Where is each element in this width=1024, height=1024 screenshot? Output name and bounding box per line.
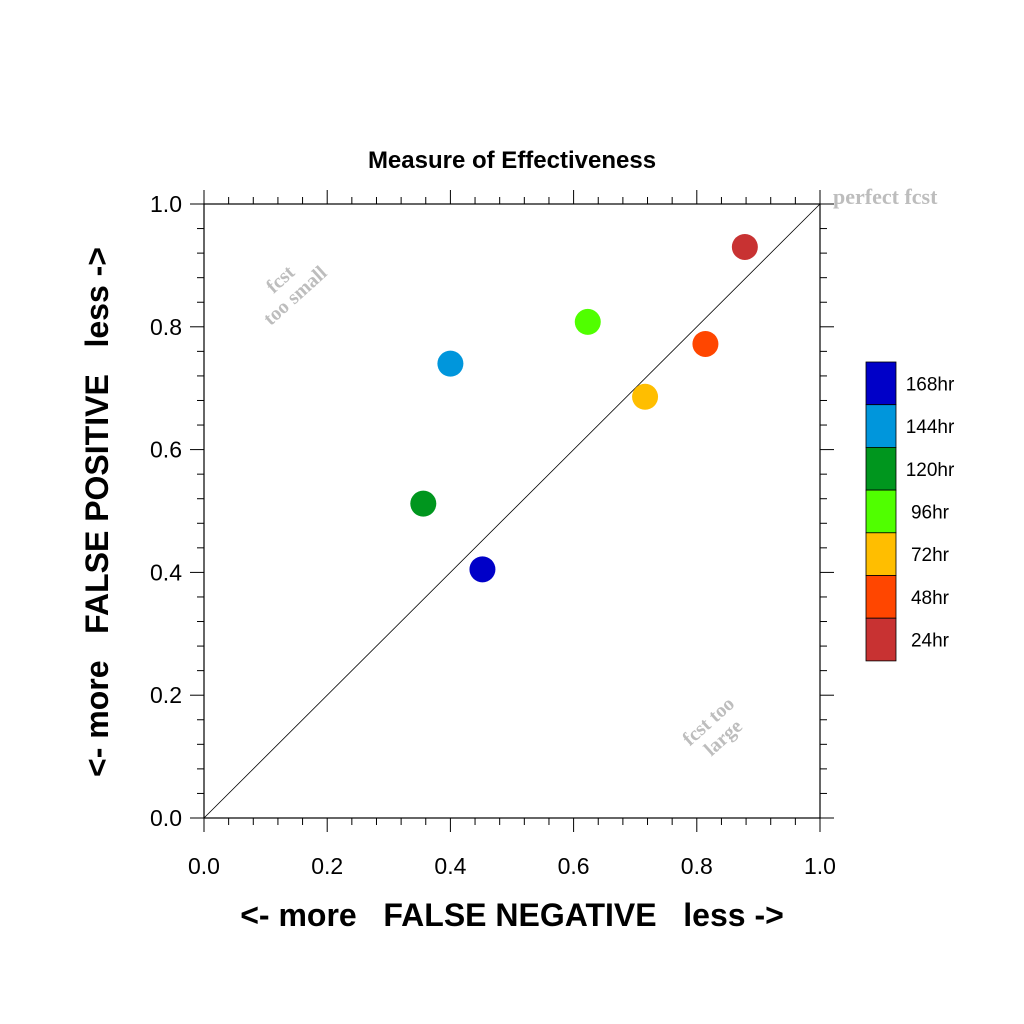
data-point-96hr xyxy=(574,308,601,335)
legend-swatch-120hr xyxy=(865,446,897,491)
legend-swatch-168hr xyxy=(865,361,897,406)
x-tick-label: 0.2 xyxy=(311,853,343,879)
data-point-120hr xyxy=(410,490,437,517)
data-point-24hr xyxy=(731,233,758,260)
legend-label-48hr: 48hr xyxy=(911,588,950,609)
data-point-144hr xyxy=(437,350,464,377)
annotation-fcst-too-small: fcst too small xyxy=(259,261,331,330)
plot-frame xyxy=(203,203,821,819)
annotation-perfect-fcst: perfect fcst xyxy=(833,184,938,209)
legend-label-144hr: 144hr xyxy=(906,417,955,438)
legend-label-96hr: 96hr xyxy=(911,502,950,523)
data-point-168hr xyxy=(469,556,496,583)
chart-title: Measure of Effectiveness xyxy=(368,147,656,174)
y-tick-label: 1.0 xyxy=(150,191,182,217)
x-tick-label: 0.4 xyxy=(434,853,466,879)
legend-label-168hr: 168hr xyxy=(906,374,955,395)
data-point-48hr xyxy=(692,330,719,357)
legend-label-72hr: 72hr xyxy=(911,545,950,566)
x-tick-label: 0.0 xyxy=(188,853,220,879)
data-point-72hr xyxy=(632,383,659,410)
y-tick-label: 0.8 xyxy=(150,314,182,340)
legend-label-120hr: 120hr xyxy=(906,460,955,481)
x-tick-label: 1.0 xyxy=(804,853,836,879)
x-axis-label: <- more FALSE NEGATIVE less -> xyxy=(240,897,784,933)
y-axis-label: <- more FALSE POSITIVE less -> xyxy=(79,247,115,777)
legend-swatch-48hr xyxy=(865,575,897,619)
y-tick-label: 0.0 xyxy=(150,805,182,831)
legend-label-24hr: 24hr xyxy=(911,631,950,652)
legend-swatch-96hr xyxy=(865,489,897,534)
y-tick-label: 0.4 xyxy=(150,559,182,585)
x-tick-label: 0.8 xyxy=(681,853,713,879)
legend-swatch-144hr xyxy=(865,404,897,448)
plot-area: 0.0 0.2 0.4 0.6 0.8 1.0 0.0 0.2 0.4 0.6 0.8 1.0 xyxy=(150,190,836,879)
annotation-too-small-line-2: too small xyxy=(259,262,331,330)
y-tick-label: 0.2 xyxy=(150,682,182,708)
legend-swatch-72hr xyxy=(865,532,897,576)
annotation-fcst-too-large: fcst too large xyxy=(678,693,747,761)
legend-swatch-24hr xyxy=(865,617,897,662)
x-tick-label: 0.6 xyxy=(558,853,590,879)
legend: 168hr 144hr 120hr 96hr 72hr 48hr 24hr xyxy=(865,361,955,662)
y-tick-label: 0.6 xyxy=(150,437,182,463)
perfect-forecast-line xyxy=(203,203,821,819)
